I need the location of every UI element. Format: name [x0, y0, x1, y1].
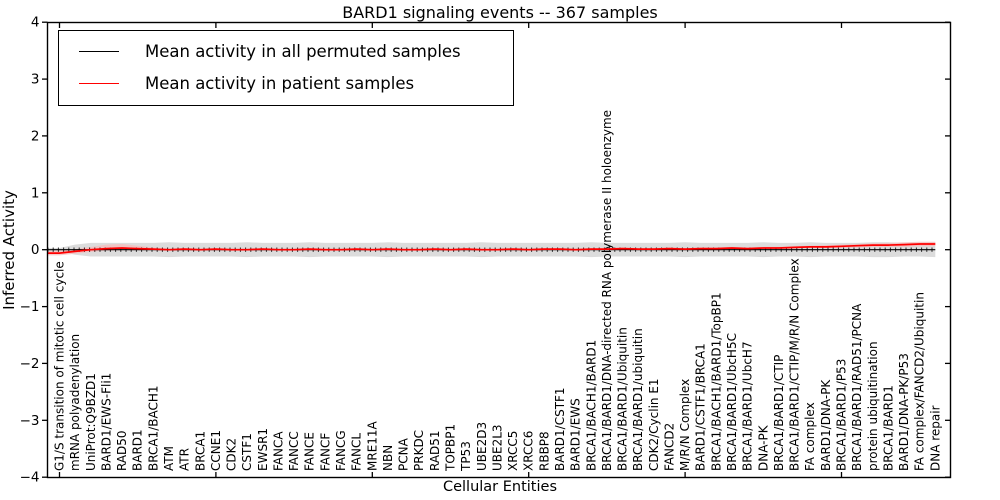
- x-category-label: FANCG: [334, 430, 348, 471]
- patient-line-swatch-icon: [79, 83, 119, 84]
- y-tick-label: 2: [31, 128, 40, 144]
- x-category-label: DNA repair: [928, 405, 942, 471]
- x-category-label: BRCA1/BACH1: [146, 385, 160, 471]
- x-category-label: FANCE: [303, 432, 317, 471]
- x-category-label: BRCA1/BARD1/CTIP/M/R/N Complex: [788, 258, 802, 471]
- x-category-label: MRE11A: [365, 420, 379, 471]
- x-category-label: FANCL: [350, 433, 364, 471]
- x-category-label: CDK2/Cyclin E1: [647, 378, 661, 471]
- legend-item-patient: Mean activity in patient samples: [72, 72, 513, 95]
- x-category-label: BARD1: [131, 429, 145, 471]
- y-tick-label: −4: [20, 470, 40, 486]
- x-category-label: ATM: [162, 446, 176, 471]
- y-tick-label: 1: [31, 185, 40, 201]
- x-category-label: UBE2L3: [490, 424, 504, 471]
- x-category-label: BARD1/CSTF1: [553, 387, 567, 471]
- x-category-label: mRNA polyadenylation: [68, 334, 82, 471]
- x-category-label: NBN: [381, 445, 395, 471]
- y-tick-label: −1: [20, 299, 40, 315]
- x-category-label: BRCA1/BARD1/UbcH7: [741, 341, 755, 471]
- x-category-label: RAD51: [428, 430, 442, 471]
- y-axis-label: Inferred Activity: [0, 190, 18, 310]
- y-tick-label: 3: [31, 72, 40, 88]
- x-category-label: BRCA1/BARD1/P53: [835, 359, 849, 471]
- x-category-label: FANCF: [318, 433, 332, 471]
- x-category-label: BRCA1/BARD1/UbcH5C: [725, 333, 739, 471]
- legend: Mean activity in all permuted samples Me…: [58, 30, 514, 106]
- x-category-label: BRCA1/BARD1/Ubiquitin: [616, 327, 630, 471]
- x-category-label: BRCA1: [193, 431, 207, 471]
- x-category-label: PCNA: [397, 437, 411, 471]
- y-tick-label: −3: [20, 413, 40, 429]
- x-category-label: DNA-PK: [756, 424, 770, 471]
- patient-line: [47, 243, 936, 254]
- x-category-label: BRCA1/BACH1/BARD1/TopBP1: [709, 292, 723, 471]
- x-category-label: BRCA1/BARD1/ubiquitin: [631, 328, 645, 471]
- x-category-label: EWSR1: [256, 428, 270, 471]
- x-category-label: ATR: [178, 448, 192, 471]
- x-category-label: XRCC5: [506, 431, 520, 471]
- x-category-label: FA complex/FANCD2/Ubiquitin: [913, 292, 927, 471]
- x-category-label: BARD1/EWS: [569, 398, 583, 471]
- x-category-label: BRCA1/BARD1/CTIP: [772, 355, 786, 471]
- x-axis-label: Cellular Entities: [442, 479, 558, 495]
- x-category-label: CDK2: [225, 438, 239, 471]
- legend-label-patient: Mean activity in patient samples: [145, 74, 415, 93]
- x-category-label: BARD1/CSTF1/BRCA1: [694, 343, 708, 471]
- x-category-label: RAD50: [115, 430, 129, 471]
- x-category-label: M/R/N Complex: [678, 379, 692, 471]
- x-category-label: CCNE1: [209, 430, 223, 471]
- x-category-label: TP53: [459, 441, 473, 472]
- x-category-label: BRCA1/BACH1/BARD1: [584, 340, 598, 471]
- x-category-label: BRCA1/BARD1/RAD51/PCNA: [850, 303, 864, 471]
- legend-label-permuted: Mean activity in all permuted samples: [145, 42, 461, 61]
- y-tick-label: 0: [31, 242, 40, 258]
- x-category-label: UBE2D3: [475, 422, 489, 471]
- x-category-label: FANCC: [287, 431, 301, 471]
- x-category-label: G1/S transition of mitotic cell cycle: [53, 261, 67, 471]
- x-category-label: BRCA1/BARD1/DNA-directed RNA polymerase …: [600, 110, 614, 471]
- x-category-label: CSTF1: [240, 433, 254, 471]
- x-category-label: TOPBP1: [444, 424, 458, 472]
- legend-item-permuted: Mean activity in all permuted samples: [72, 40, 513, 63]
- x-category-label: BARD1/DNA-PK/P53: [897, 353, 911, 471]
- x-category-label: FANCD2: [663, 423, 677, 471]
- chart-title: BARD1 signaling events -- 367 samples: [342, 3, 658, 22]
- x-category-label: PRKDC: [412, 430, 426, 471]
- permuted-line-swatch-icon: [79, 51, 119, 52]
- x-category-label: XRCC6: [522, 431, 536, 471]
- x-category-label: FANCA: [272, 431, 286, 471]
- x-category-label: FA complex: [803, 402, 817, 471]
- x-category-label: RBBP8: [537, 431, 551, 471]
- x-category-label: protein ubiquitination: [866, 341, 880, 471]
- y-tick-label: −2: [20, 356, 40, 372]
- x-category-label: UniProt:Q9BZD1: [84, 373, 98, 471]
- x-category-label: BRCA1/BARD1: [881, 385, 895, 471]
- y-tick-label: 4: [31, 15, 40, 31]
- x-category-label: BARD1/EWS-Fli1: [99, 373, 113, 471]
- x-category-label: BARD1/DNA-PK: [819, 379, 833, 471]
